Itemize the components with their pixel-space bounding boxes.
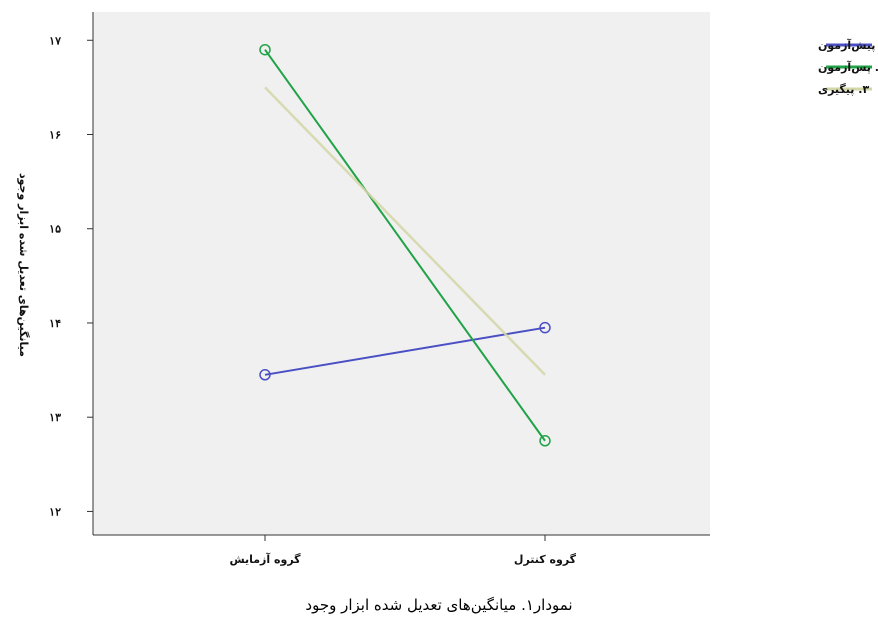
y-tick-label: ۱۶ — [49, 129, 61, 142]
x-ticks: گروه آزمایش گروه کنترل — [229, 535, 577, 566]
legend: ۱. پیش‌آزمون ۲. پس‌آزمون ۳. پیگیری — [818, 38, 878, 96]
x-tick-label: گروه آزمایش — [229, 552, 301, 566]
y-tick-label: ۱۵ — [49, 223, 61, 236]
series-2-point — [259, 43, 271, 56]
series-line-1 — [264, 326, 546, 376]
series-layer — [259, 43, 551, 447]
legend-label-1: ۱. پیش‌آزمون — [818, 38, 878, 52]
x-tick-label: گروه کنترل — [514, 553, 577, 566]
y-tick-label: ۱۴ — [49, 317, 61, 330]
legend-label-3: ۳. پیگیری — [818, 83, 869, 96]
y-axis-label: میانگین‌های تعدیل شده ابزار وجود — [17, 173, 30, 357]
y-tick-label: ۱۳ — [49, 411, 61, 424]
plot-area — [93, 12, 710, 535]
series-line-2 — [264, 49, 546, 442]
series-1-point — [259, 369, 271, 381]
series-1-point — [539, 321, 551, 334]
y-ticks: ۱۲ ۱۳ ۱۴ ۱۵ ۱۶ ۱۷ — [49, 34, 93, 518]
series-2-point — [539, 435, 551, 447]
series-line-3 — [264, 86, 546, 376]
figure-caption: نمودار۱. میانگین‌های تعدیل شده ابزار وجو… — [305, 596, 573, 614]
y-tick-label: ۱۲ — [49, 505, 61, 518]
y-tick-label: ۱۷ — [49, 34, 61, 47]
legend-label-2: ۲. پس‌آزمون — [818, 60, 878, 74]
